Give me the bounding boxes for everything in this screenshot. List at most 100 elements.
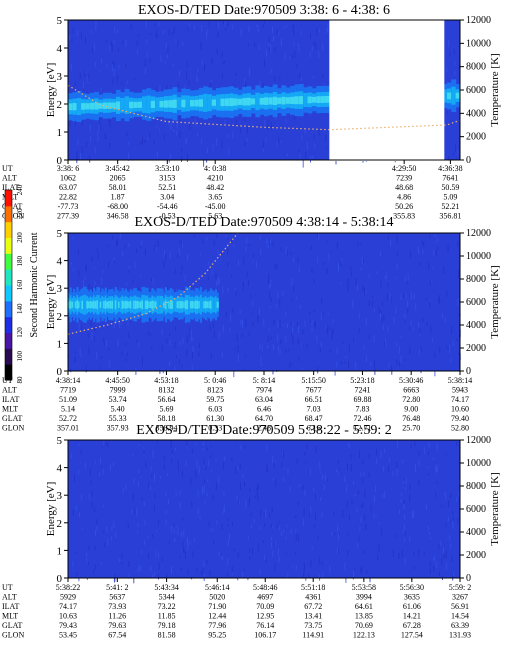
energy-tick-label: 2 <box>57 99 63 111</box>
ephemeris-cell: 356.81 <box>439 212 461 221</box>
ephemeris-cell: 64.61 <box>355 602 373 611</box>
ephemeris-cell: 5: 0:46 <box>204 376 226 385</box>
ephemeris-cell: 5:48:46 <box>253 583 277 592</box>
ephemeris-cell: 14.21 <box>403 612 421 621</box>
ephemeris-row-label: ALT <box>2 593 17 602</box>
panel-title: EXOS-D/TED Date:970509 4:38:14 - 5:38:14 <box>135 215 394 230</box>
energy-axis-label: Energy [eV] <box>45 275 57 329</box>
ephemeris-cell: 3153 <box>159 174 175 183</box>
temperature-tick-label: 10000 <box>466 38 491 49</box>
ephemeris-cell: 3:45:42 <box>105 164 129 173</box>
colorbar-tick-label: 140 <box>16 303 24 314</box>
ephemeris-cell: 61.06 <box>403 602 421 611</box>
ephemeris-cell: 3635 <box>404 593 420 602</box>
ephemeris-cell: 5637 <box>109 593 125 602</box>
ephemeris-row-label: UT <box>2 164 13 173</box>
ephemeris-cell: 70.09 <box>256 602 274 611</box>
energy-tick-label: 0 <box>57 366 63 378</box>
ephemeris-cell: 13.85 <box>355 612 373 621</box>
ephemeris-cell: 52.21 <box>441 202 459 211</box>
ephemeris-cell: 64.70 <box>255 414 273 423</box>
ephemeris-cell: 76.48 <box>402 414 420 423</box>
ephemeris-cell: 56.91 <box>451 602 469 611</box>
panel-title: EXOS-D/TED Date:970509 5:38:22 - 5:59: 2 <box>136 423 391 438</box>
data-gap-1 <box>329 19 445 161</box>
temperature-tick-label: 6000 <box>466 504 486 515</box>
ephemeris-cell: 12.95 <box>256 612 274 621</box>
ephemeris-cell: 5.09 <box>443 193 457 202</box>
colorbar-swatch <box>5 237 12 254</box>
emission-band <box>68 286 219 323</box>
ephemeris-cell: 4361 <box>305 593 321 602</box>
temperature-axis-label: Temperature [K] <box>489 472 501 545</box>
ephemeris-cell: -77.73 <box>58 202 79 211</box>
colorbar-tick-label: 160 <box>16 279 24 290</box>
ephemeris-cell: 6.46 <box>257 405 271 414</box>
ephemeris-cell: 3.65 <box>208 193 222 202</box>
temperature-tick-label: 4000 <box>466 320 486 331</box>
temperature-axis-label: Temperature [K] <box>489 53 501 126</box>
ephemeris-cell: 67.54 <box>108 631 126 640</box>
ephemeris-cell: 4: 0:38 <box>204 164 226 173</box>
ephemeris-row-label: GLON <box>2 424 24 433</box>
ephemeris-cell: 1062 <box>60 174 76 183</box>
ephemeris-cell: 2065 <box>110 174 126 183</box>
ephemeris-row-label: UT <box>2 583 13 592</box>
colorbar-swatch <box>5 253 12 270</box>
ephemeris-cell: 3.04 <box>160 193 174 202</box>
ephemeris-cell: 53.74 <box>109 395 127 404</box>
ephemeris-row-label: ALT <box>2 386 17 395</box>
ephemeris-cell: 3994 <box>356 593 372 602</box>
ephemeris-cell: 5:30:46 <box>399 376 423 385</box>
ephemeris-cell: 5:15:50 <box>301 376 325 385</box>
ephemeris-cell: -45.00 <box>205 202 226 211</box>
ephemeris-cell: 73.75 <box>304 621 322 630</box>
ephemeris-cell: 2.48 <box>257 424 271 433</box>
ephemeris-cell: 6.16 <box>307 424 321 433</box>
ephemeris-cell: 55.33 <box>109 414 127 423</box>
ephemeris-cell: 95.25 <box>208 631 226 640</box>
ephemeris-cell: 73.93 <box>108 602 126 611</box>
ephemeris-cell: 58.01 <box>109 183 127 192</box>
ephemeris-row-label: MLT <box>2 612 18 621</box>
temperature-tick-label: 8000 <box>466 274 486 285</box>
ephemeris-cell: 357.01 <box>57 424 79 433</box>
ephemeris-cell: 11.85 <box>158 612 176 621</box>
temperature-tick-label: 2000 <box>466 132 486 143</box>
colorbar-tick-label: 80 <box>16 376 24 384</box>
energy-tick-label: 2 <box>57 311 63 323</box>
ephemeris-cell: 5:46:14 <box>205 583 229 592</box>
ephemeris-cell: 76.14 <box>256 621 274 630</box>
ephemeris-cell: 7.03 <box>307 405 321 414</box>
ephemeris-cell: 4210 <box>207 174 223 183</box>
colorbar-swatch <box>5 269 12 286</box>
energy-tick-label: 4 <box>57 463 63 475</box>
ephemeris-cell: 5:43:34 <box>154 583 178 592</box>
energy-tick-label: 4 <box>57 256 63 268</box>
ephemeris-cell: 5: 8:14 <box>253 376 275 385</box>
ephemeris-cell: 63.39 <box>451 621 469 630</box>
ephemeris-cell: 4.86 <box>397 193 411 202</box>
temperature-tick-label: 2000 <box>466 343 486 354</box>
temperature-tick-label: 12000 <box>466 15 491 26</box>
ephemeris-cell: 7974 <box>256 386 272 395</box>
energy-tick-label: 5 <box>57 228 63 240</box>
ephemeris-cell: 5:41: 2 <box>106 583 128 592</box>
ephemeris-cell: 7239 <box>396 174 412 183</box>
ephemeris-cell: 4:45:50 <box>105 376 129 385</box>
ephemeris-cell: 50.26 <box>395 202 413 211</box>
ephemeris-row-label: ILAT <box>2 395 19 404</box>
colorbar-swatch <box>5 205 12 223</box>
ephemeris-cell: 71.90 <box>208 602 226 611</box>
ephemeris-cell: 4:29:50 <box>392 164 416 173</box>
ephemeris-cell: 277.39 <box>57 212 79 221</box>
temperature-axis-label: Temperature [K] <box>489 265 501 338</box>
panel-title: EXOS-D/TED Date:970509 3:38: 6 - 4:38: 6 <box>138 3 390 18</box>
ephemeris-cell: 67.28 <box>403 621 421 630</box>
panel-2: EXOS-D/TED Date:970509 4:38:14 - 5:38:14… <box>2 215 501 433</box>
ephemeris-cell: 5:51:18 <box>301 583 325 592</box>
ephemeris-cell: 122.13 <box>353 631 375 640</box>
ephemeris-cell: 4:53:18 <box>154 376 178 385</box>
